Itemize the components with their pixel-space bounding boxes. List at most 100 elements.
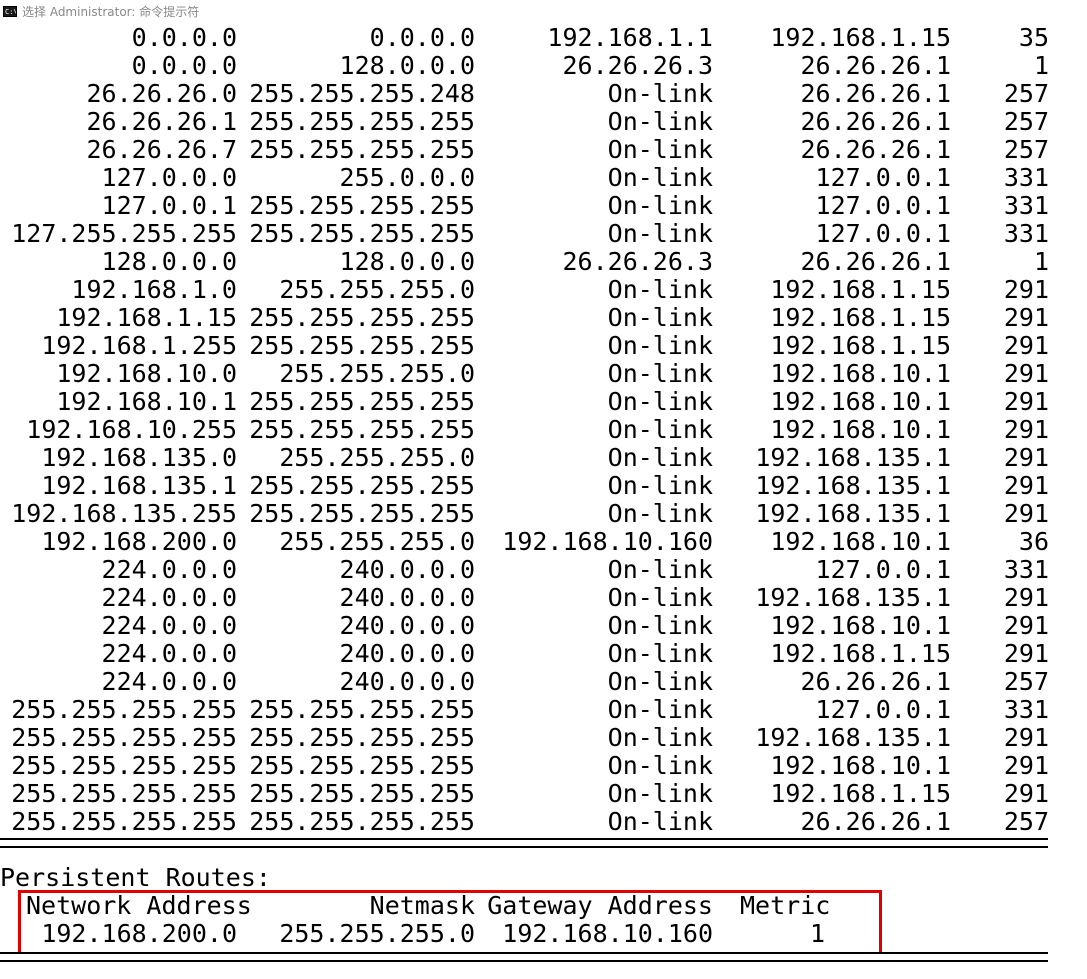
persistent-routes-heading: Persistent Routes:: [0, 863, 271, 892]
route-interface: 192.168.1.15: [770, 331, 951, 360]
console-output[interactable]: 0.0.0.0 0.0.0.0 192.168.1.1 192.168.1.15 35 0…: [0, 22, 1087, 979]
route-interface: 127.0.0.1: [815, 163, 951, 192]
route-row: 26.26.26.0 255.255.255.248 On-link 26.26.26…: [0, 80, 1087, 108]
route-interface: 192.168.1.15: [770, 639, 951, 668]
route-netmask: 255.0.0.0: [339, 163, 475, 192]
route-row: 127.255.255.255 255.255.255.255 On-link 127…: [0, 220, 1087, 248]
route-metric: 331: [1003, 555, 1049, 584]
route-metric: 291: [1003, 779, 1049, 808]
route-gateway: On-link: [607, 303, 713, 332]
route-row: 224.0.0.0 240.0.0.0 On-link 192.168.10.1 291: [0, 612, 1087, 640]
route-interface: 26.26.26.1: [800, 807, 951, 836]
persistent-routes-header: Network Address Netmask Gateway Address …: [0, 892, 1087, 920]
route-gateway: On-link: [607, 807, 713, 836]
header-gateway-address: Gateway Address: [487, 891, 713, 920]
separator-line-bottom: [0, 952, 1048, 962]
route-netmask: 255.255.255.255: [249, 303, 475, 332]
route-row: 26.26.26.7 255.255.255.255 On-link 26.26.26…: [0, 136, 1087, 164]
route-row: 192.168.135.0 255.255.255.0 On-link 192.168…: [0, 444, 1087, 472]
route-gateway: On-link: [607, 443, 713, 472]
route-metric: 291: [1003, 415, 1049, 444]
route-metric: 291: [1003, 275, 1049, 304]
route-gateway: On-link: [607, 779, 713, 808]
route-interface: 192.168.135.1: [755, 583, 951, 612]
route-gateway: On-link: [607, 219, 713, 248]
route-interface: 192.168.10.1: [770, 611, 951, 640]
route-netmask: 0.0.0.0: [369, 23, 475, 52]
route-network-destination: 127.0.0.1: [101, 191, 237, 220]
route-row: 128.0.0.0 128.0.0.0 26.26.26.3 26.26.26.1 1: [0, 248, 1087, 276]
route-network-destination: 224.0.0.0: [101, 667, 237, 696]
route-network-destination: 26.26.26.1: [86, 107, 237, 136]
route-metric: 257: [1003, 107, 1049, 136]
route-interface: 127.0.0.1: [815, 555, 951, 584]
route-netmask: 255.255.255.255: [249, 387, 475, 416]
route-metric: 1: [1033, 247, 1049, 276]
route-network-destination: 128.0.0.0: [101, 247, 237, 276]
route-metric: 257: [1003, 667, 1049, 696]
route-netmask: 240.0.0.0: [339, 667, 475, 696]
route-netmask: 255.255.255.0: [279, 359, 475, 388]
route-interface: 192.168.10.1: [770, 527, 951, 556]
route-network-destination: 192.168.200.0: [41, 527, 237, 556]
route-interface: 26.26.26.1: [800, 79, 951, 108]
route-interface: 127.0.0.1: [815, 191, 951, 220]
route-interface: 192.168.135.1: [755, 471, 951, 500]
route-gateway: On-link: [607, 331, 713, 360]
route-network-destination: 255.255.255.255: [11, 779, 237, 808]
route-gateway: On-link: [607, 751, 713, 780]
route-row: 224.0.0.0 240.0.0.0 On-link 26.26.26.1 257: [0, 668, 1087, 696]
route-gateway: On-link: [607, 611, 713, 640]
route-netmask: 240.0.0.0: [339, 611, 475, 640]
route-gateway: On-link: [607, 387, 713, 416]
route-netmask: 255.255.255.255: [249, 219, 475, 248]
route-netmask: 240.0.0.0: [339, 583, 475, 612]
route-row: 192.168.1.0 255.255.255.0 On-link 192.168.1…: [0, 276, 1087, 304]
header-network-address: Network Address: [26, 891, 252, 920]
route-row: 192.168.1.255 255.255.255.255 On-link 192.1…: [0, 332, 1087, 360]
route-gateway: On-link: [607, 79, 713, 108]
route-network-destination: 192.168.10.0: [56, 359, 237, 388]
route-metric: 331: [1003, 695, 1049, 724]
route-network-destination: 127.0.0.0: [101, 163, 237, 192]
route-gateway: On-link: [607, 695, 713, 724]
route-netmask: 240.0.0.0: [339, 639, 475, 668]
route-network-destination: 127.255.255.255: [11, 219, 237, 248]
route-network-destination: 26.26.26.7: [86, 135, 237, 164]
route-metric: 35: [1018, 23, 1049, 52]
route-netmask: 255.255.255.255: [249, 751, 475, 780]
route-interface: 192.168.135.1: [755, 443, 951, 472]
route-row: 255.255.255.255 255.255.255.255 On-link 26.…: [0, 808, 1087, 836]
route-row: 255.255.255.255 255.255.255.255 On-link 127…: [0, 696, 1087, 724]
route-interface: 26.26.26.1: [800, 135, 951, 164]
route-netmask: 255.255.255.255: [249, 471, 475, 500]
header-metric: Metric: [740, 891, 831, 920]
route-interface: 192.168.10.1: [770, 387, 951, 416]
route-gateway: On-link: [607, 163, 713, 192]
route-network-destination: 192.168.135.0: [41, 443, 237, 472]
route-row: 255.255.255.255 255.255.255.255 On-link 192…: [0, 724, 1087, 752]
route-row: 0.0.0.0 128.0.0.0 26.26.26.3 26.26.26.1 1: [0, 52, 1087, 80]
window-title: 选择 Administrator: 命令提示符: [22, 4, 200, 19]
route-netmask: 255.255.255.0: [279, 443, 475, 472]
persistent-gateway: 192.168.10.160: [502, 919, 713, 948]
route-row: 192.168.135.1 255.255.255.255 On-link 192.1…: [0, 472, 1087, 500]
route-row: 224.0.0.0 240.0.0.0 On-link 192.168.135.1 29…: [0, 584, 1087, 612]
route-metric: 291: [1003, 499, 1049, 528]
route-interface: 26.26.26.1: [800, 247, 951, 276]
title-bar[interactable]: C:\ 选择 Administrator: 命令提示符: [0, 0, 1087, 22]
route-netmask: 255.255.255.255: [249, 415, 475, 444]
route-netmask: 128.0.0.0: [339, 51, 475, 80]
route-netmask: 255.255.255.255: [249, 331, 475, 360]
route-gateway: 26.26.26.3: [562, 247, 713, 276]
route-netmask: 255.255.255.255: [249, 135, 475, 164]
route-row: 0.0.0.0 0.0.0.0 192.168.1.1 192.168.1.15 35: [0, 24, 1087, 52]
route-gateway: On-link: [607, 723, 713, 752]
route-interface: 192.168.10.1: [770, 415, 951, 444]
route-row: 255.255.255.255 255.255.255.255 On-link 192…: [0, 752, 1087, 780]
route-network-destination: 224.0.0.0: [101, 639, 237, 668]
route-gateway: On-link: [607, 471, 713, 500]
route-netmask: 255.255.255.255: [249, 695, 475, 724]
route-netmask: 255.255.255.255: [249, 723, 475, 752]
route-row: 192.168.200.0 255.255.255.0 192.168.10.160…: [0, 528, 1087, 556]
